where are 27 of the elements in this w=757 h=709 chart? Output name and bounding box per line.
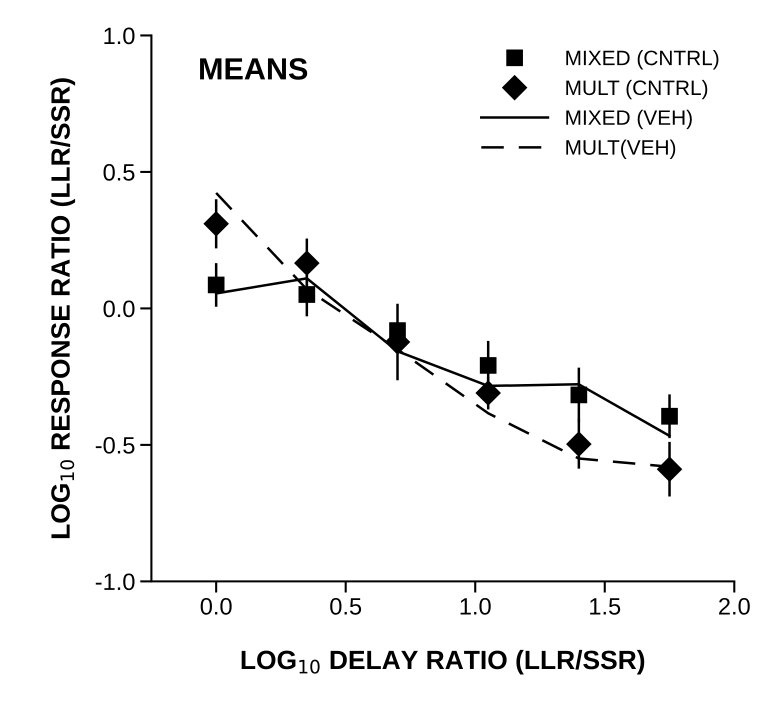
legend-label: MULT (CNTRL) <box>566 80 708 100</box>
x-axis-title: LOG$_{10}$ DELAY RATIO (LLR/SSR) <box>242 650 644 675</box>
point <box>298 286 316 303</box>
point <box>661 408 678 425</box>
legend-label: MULT(VEH) <box>566 140 676 159</box>
y-axis-title: LOG$_{10}$ RESPONSE RATIO (LLR/SSR) <box>50 78 76 538</box>
legend-label: MIXED (CNTRL) <box>566 50 718 70</box>
x-tick-label: 1.0 <box>460 598 491 615</box>
point <box>480 357 497 374</box>
y-tick-label: -0.5 <box>96 436 134 454</box>
y-tick-label: 0.5 <box>104 164 134 181</box>
point <box>208 276 224 294</box>
annotation: MEANS <box>200 58 308 80</box>
y-tick-label: 1.0 <box>104 28 135 44</box>
x-tick-label: 0.0 <box>200 598 232 615</box>
legend-label: MIXED (VEH) <box>566 110 692 130</box>
y-tick-label: -1.0 <box>96 573 135 590</box>
point <box>294 250 320 276</box>
point <box>204 211 229 236</box>
point <box>570 386 588 404</box>
point <box>566 432 592 457</box>
x-tick-label: 0.5 <box>330 598 362 615</box>
x-tick-label: 1.5 <box>590 598 620 615</box>
y-tick-label: 0.0 <box>104 300 135 318</box>
point <box>657 456 682 482</box>
point <box>476 380 501 406</box>
x-tick-label: 2.0 <box>719 598 750 615</box>
